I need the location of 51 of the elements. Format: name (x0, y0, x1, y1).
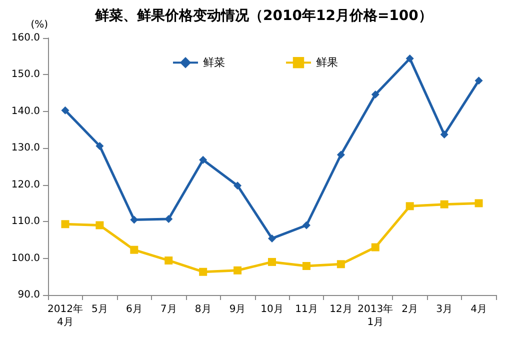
point (302, 221, 310, 230)
x-tick-label: 5月 (92, 304, 108, 315)
chart-title: 鲜菜、鲜果价格变动情况（2010年12月价格=100） (94, 7, 432, 24)
point (234, 266, 242, 274)
y-tick-label: 130.0 (11, 142, 40, 154)
point (164, 215, 173, 223)
x-tick-label: 6月 (126, 304, 142, 315)
x-tick-label: 2013年 1月 (358, 303, 394, 328)
point (130, 246, 138, 254)
point (96, 221, 104, 230)
point (199, 156, 208, 164)
point (61, 106, 70, 114)
y-tick-label: 150.0 (11, 69, 40, 80)
x-tick-label: 12月 (330, 304, 352, 315)
x-tick-label: 3月 (436, 304, 452, 315)
point (406, 202, 414, 210)
point (474, 76, 483, 85)
y-tick-label: 140.0 (11, 106, 40, 117)
x-tick-label: 7月 (160, 304, 177, 315)
point (474, 199, 483, 208)
y-tick-label: 100.0 (11, 252, 40, 264)
point (336, 260, 345, 268)
x-tick-label: 10月 (260, 304, 284, 315)
x-tick-label: 2012年 4月 (48, 303, 83, 328)
point (268, 258, 276, 266)
point (371, 243, 380, 252)
point (440, 130, 448, 139)
point (96, 142, 104, 150)
point (302, 262, 310, 270)
point (130, 216, 138, 224)
point (336, 150, 345, 159)
point (199, 268, 208, 276)
legend-label: 鲜果 (316, 56, 338, 70)
y-tick-label: 110.0 (11, 216, 40, 228)
legend-label: 鲜菜 (203, 56, 225, 70)
y-axis-title: (%) (30, 20, 48, 30)
point (406, 54, 414, 63)
point (371, 90, 380, 99)
y-tick-label: 160.0 (11, 32, 40, 44)
point (164, 256, 173, 264)
point (440, 200, 448, 208)
x-tick-label: 8月 (194, 304, 212, 315)
point (268, 234, 276, 242)
x-tick-label: 11月 (295, 304, 318, 315)
x-tick-label: 9月 (229, 304, 246, 315)
x-tick-label: 2月 (402, 304, 418, 315)
point (61, 220, 70, 228)
y-tick-label: 120.0 (11, 179, 40, 190)
x-tick-label: 4月 (470, 304, 487, 315)
point (234, 182, 242, 190)
y-tick-label: 90.0 (18, 290, 40, 300)
